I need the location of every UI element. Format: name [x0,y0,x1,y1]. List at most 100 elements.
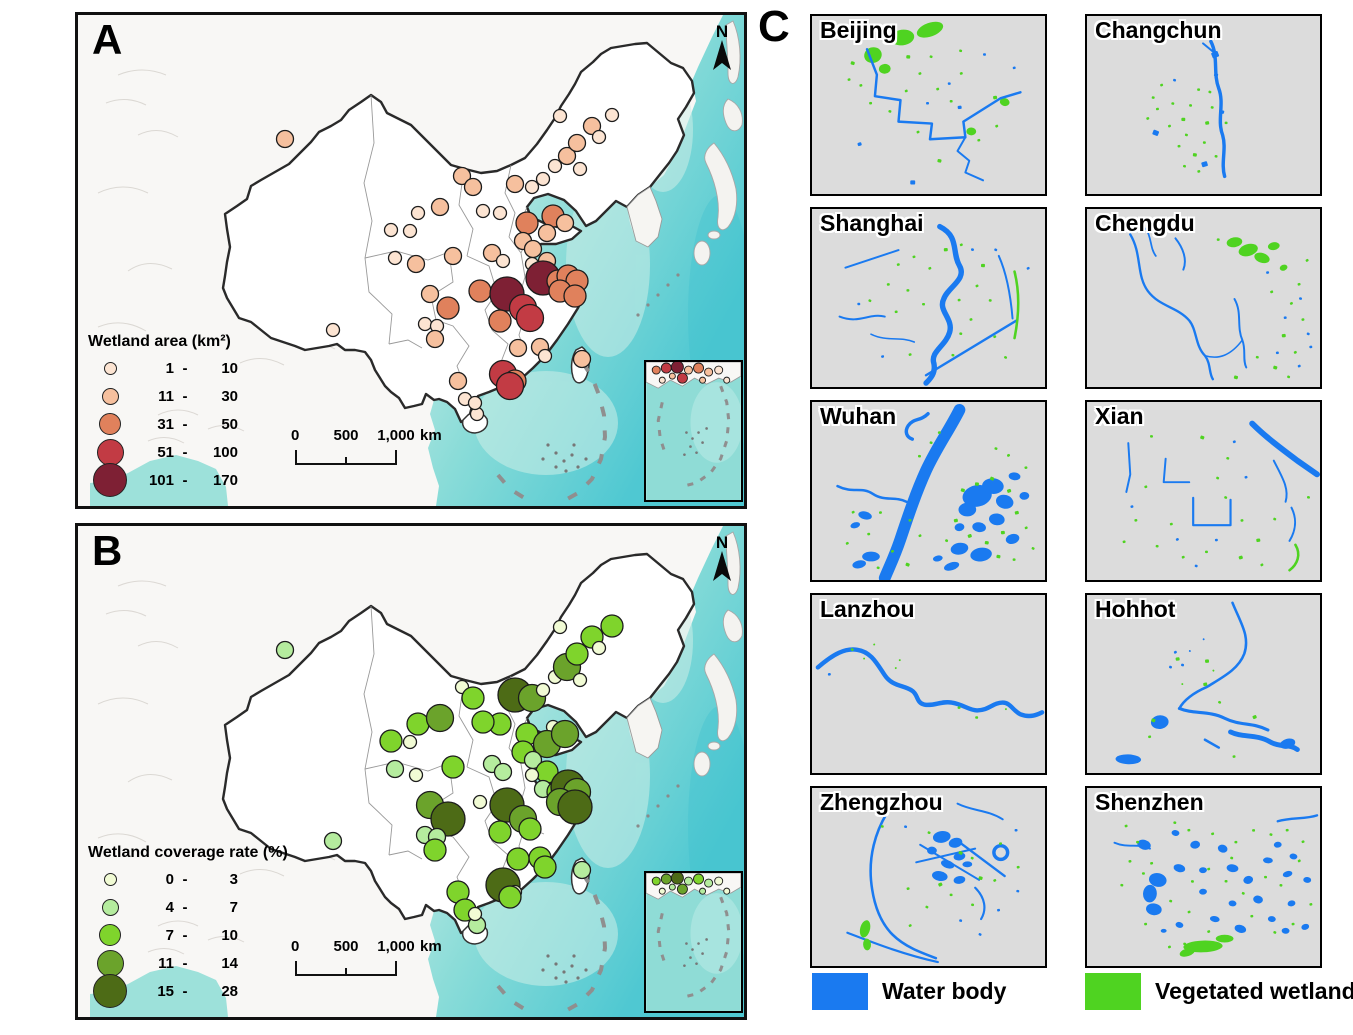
city-bubble [600,614,624,638]
inset-bubble [660,873,672,885]
inset-bubble [723,376,731,384]
city-bubble [591,129,607,145]
legend-circle [93,463,127,497]
city-bubble [557,146,577,166]
city-bubble [475,203,491,219]
city-bubble [552,619,568,635]
city-bubble [383,222,399,238]
city-map-hohhot [1115,601,1300,765]
city-map-xian [1122,420,1320,572]
city-bubble [495,253,511,269]
legend-label: - [182,443,188,461]
inset-bubble [676,372,688,384]
inset-bubble [676,883,688,895]
legend-label: 31 [157,415,174,433]
city-bubble [406,712,430,736]
city-bubble [524,767,540,783]
city-panel-hohhot: Hohhot [1085,593,1322,775]
coverage-rate-legend: Wetland coverage rate (%) 0-3 4-7 7-10 11-1… [88,844,288,1008]
city-bubble [563,284,587,308]
city-bubble [493,762,513,782]
city-bubble [406,254,426,274]
inset-bubble [658,887,666,895]
city-panel-wuhan: Wuhan [810,400,1047,582]
legend-label: 51 [157,443,174,461]
city-bubble [495,371,525,401]
city-bubble [591,640,607,656]
city-label-xian: Xian [1095,403,1144,429]
city-label-lanzhou: Lanzhou [820,596,915,622]
city-bubble [323,831,343,851]
city-panel-xian: Xian [1085,400,1322,582]
legend-label: 14 [221,954,238,972]
city-bubble [567,133,587,153]
legend-label: 11 [158,387,174,405]
scale-bar-a: 0 500 1,000 km [291,427,444,466]
legend-item: 101- 170 [88,463,238,497]
scale-mid: 500 [333,938,359,955]
legend-label: 0 [165,870,174,888]
city-bubble [467,395,483,411]
city-bubble [550,719,580,749]
inset-bubble [693,873,705,885]
city-bubble [325,322,341,338]
legend-vegetated-wetland: Vegetated wetland [1085,973,1353,1010]
south-sea-islets [541,443,588,473]
north-label: N [715,533,729,552]
city-bubble [410,205,426,221]
city-panel-lanzhou: Lanzhou [810,593,1047,775]
city-bubble [402,223,418,239]
inset-bubble [699,887,707,895]
city-bubble [443,246,463,266]
legend-label: - [182,870,188,888]
legend-label: - [182,954,188,972]
bubble-layer-a [275,107,620,422]
city-bubble [379,729,403,753]
city-bubble [523,239,543,259]
inset-bubble [651,365,661,375]
city-map-chengdu [1129,227,1313,381]
legend-label: 30 [221,387,238,405]
north-arrow-a: N [708,23,736,77]
city-bubble [572,161,588,177]
city-bubble [505,174,525,194]
inset-bubble [651,876,661,886]
legend-label: 11 [158,954,174,972]
legend-label: 4 [165,898,174,916]
city-bubble [533,855,557,879]
legend-circle [93,974,127,1008]
water-body-label: Water body [882,978,1007,1004]
city-panel-shanghai: Shanghai [810,207,1047,389]
north-arrow-icon [713,40,731,70]
inset-bubble [660,362,672,374]
city-bubble [275,640,295,660]
city-bubble [492,205,508,221]
city-bubble [572,349,592,369]
legend-circle [103,872,117,886]
legend-label: 10 [221,926,238,944]
city-panel-beijing: Beijing [810,14,1047,196]
legend-title: Wetland area (km²) [88,333,231,350]
inset-bubble [658,376,666,384]
north-arrow-icon [713,551,731,581]
city-bubble [565,642,589,666]
inset-bubble [670,873,684,885]
nine-dash-line [496,361,608,505]
vegetated-wetland-label: Vegetated wetland [1155,978,1353,1004]
inset-bubble [714,876,724,886]
legend-label: - [182,982,188,1000]
city-bubble [463,177,483,197]
city-bubble [441,755,465,779]
city-bubble [537,348,553,364]
city-bubble [535,682,551,698]
city-bubble [488,309,512,333]
north-label: N [715,22,729,41]
city-bubble [572,672,588,688]
city-bubble [472,794,488,810]
city-label-hohhot: Hohhot [1095,596,1176,622]
water-body-swatch [812,973,868,1010]
city-bubble [518,817,542,841]
city-bubble [572,860,592,880]
city-bubble [471,710,495,734]
south-china-sea-inset-b [644,871,743,1013]
